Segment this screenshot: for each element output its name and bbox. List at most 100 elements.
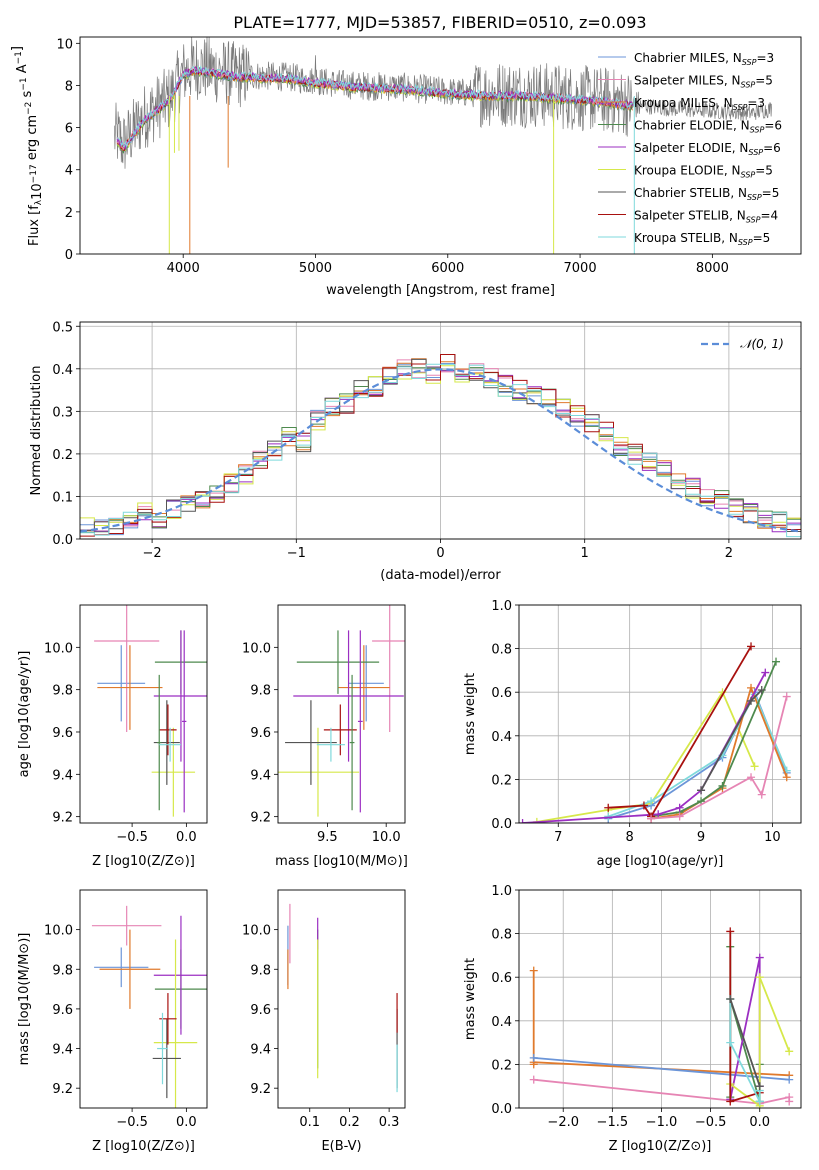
legend-label: Chabrier MILES, NSSP=3 (634, 51, 774, 67)
mass-vs-EBV-frame (277, 889, 406, 1109)
y-tick-label: 9.6 (52, 726, 73, 741)
mass-weight-marker (726, 1097, 735, 1106)
legend-label: Kroupa STELIB, NSSP=5 (634, 231, 770, 247)
mass-weight-marker (750, 762, 759, 771)
x-tick-label: 1 (581, 546, 589, 561)
y-tick-label: 9.8 (52, 963, 73, 978)
x-axis-label: mass [log10(M/M⊙)] (275, 854, 408, 869)
mass-weight-marker (604, 803, 613, 812)
y-tick-label: 10.0 (44, 641, 73, 656)
massweight-vs-Z-plot-area (529, 927, 794, 1108)
mass-weight-marker (755, 1082, 764, 1091)
x-tick-label: 0 (436, 546, 444, 561)
y-tick-label: 0.1 (52, 490, 73, 505)
legend-label: Chabrier ELODIE, NSSP=6 (634, 119, 782, 135)
y-axis-label: Normed distribution (29, 366, 44, 496)
y-tick-label: 0.4 (491, 730, 512, 745)
x-tick-label: −0.5 (695, 1115, 727, 1130)
mass-weight-marker (529, 1075, 538, 1084)
x-tick-label: 10 (764, 830, 781, 845)
x-tick-label: 6000 (431, 261, 464, 276)
x-tick-label: −1 (287, 546, 306, 561)
y-axis-label: Flux [fλ10−17 erg cm−2 s−1 A−1] (10, 46, 45, 246)
y-tick-label: 0.3 (52, 405, 73, 420)
x-tick-label: −1.0 (646, 1115, 678, 1130)
x-axis-label: Z [log10(Z/Z⊙)] (92, 1139, 195, 1154)
mass-vs-Z-axes: −0.5 0.0 9.2 9.4 9.6 9.8 10.0 Z [log10(Z/Z⊙)] ma… (17, 889, 208, 1154)
mass-weight-marker (647, 797, 656, 806)
mass-vs-EBV-axes: 0.1 0.2 0.3 9.2 9.4 9.6 9.8 10.0 E(B-V) (242, 889, 406, 1154)
y-tick-label: 9.2 (250, 1082, 271, 1097)
mass-weight-marker (726, 927, 735, 936)
y-axis-label: mass [log10(M/M⊙)] (17, 933, 32, 1066)
age-vs-Z-axes: −0.5 0.0 9.2 9.4 9.6 9.8 10.0 Z [log10(Z/Z⊙)] ag… (17, 604, 208, 869)
mass-weight-line (650, 685, 788, 820)
mass-weight-line (729, 999, 761, 1102)
spectrum-axes: 4000 5000 6000 7000 8000 0 2 4 6 8 10 wavelength [A… (10, 36, 802, 298)
mass-weight-line (607, 692, 788, 818)
x-tick-label: 0.2 (339, 1115, 360, 1130)
legend-label: Kroupa ELODIE, NSSP=5 (634, 164, 773, 180)
mass-weight-marker (639, 801, 648, 810)
mass-weight-marker (785, 1097, 794, 1106)
residual-histogram-step (80, 363, 801, 538)
y-tick-label: 1.0 (491, 884, 512, 899)
massweight-vs-Z-axes: −2.0 −1.5 −1.0 −0.5 0.0 0.0 0.2 0.4 0.6 0.8 1.0 Z [… (463, 884, 802, 1154)
y-tick-label: 0.2 (491, 773, 512, 788)
massweight-vs-age-frame (518, 604, 802, 824)
mass-weight-marker (718, 781, 727, 790)
mass-weight-marker (726, 995, 735, 1003)
gaussian-curve (80, 368, 801, 533)
y-tick-label: 0.4 (491, 1015, 512, 1030)
spectrum-plot-area (114, 37, 772, 254)
figure-title: PLATE=1777, MJD=53857, FIBERID=0510, z=0… (233, 13, 646, 32)
y-tick-label: 9.4 (52, 768, 73, 783)
y-tick-label: 0.8 (491, 928, 512, 943)
x-tick-label: 0.1 (299, 1115, 320, 1130)
mass-weight-marker (529, 1053, 538, 1062)
y-tick-label: 0.2 (52, 448, 73, 463)
x-tick-label: 0.3 (379, 1115, 400, 1130)
legend-label: Salpeter MILES, NSSP=5 (634, 74, 773, 90)
age-vs-mass-plot-area (278, 605, 405, 817)
mass-weight-marker (519, 819, 527, 823)
age-vs-Z-plot-area (94, 605, 207, 817)
mass-weight-marker (747, 683, 756, 692)
x-tick-label: 8000 (696, 261, 729, 276)
y-tick-label: 9.8 (250, 684, 271, 699)
mass-weight-line (522, 672, 767, 823)
massweight-vs-Z-frame (518, 889, 802, 1109)
mass-weight-marker (529, 966, 538, 975)
x-tick-label: 5000 (299, 261, 332, 276)
x-tick-label: 7000 (564, 261, 597, 276)
y-tick-label: 9.2 (52, 811, 73, 826)
x-tick-label: 8 (626, 830, 634, 845)
y-tick-label: 0.0 (491, 1102, 512, 1117)
mass-weight-marker (755, 1097, 764, 1106)
y-tick-label: 9.4 (250, 1043, 271, 1058)
mass-weight-marker (755, 953, 764, 962)
mass-weight-marker (647, 814, 656, 823)
mass-weight-marker (747, 642, 756, 651)
mass-weight-marker (755, 973, 764, 982)
y-tick-label: 0.5 (52, 320, 73, 335)
mass-weight-marker (785, 1075, 794, 1084)
x-tick-label: −0.5 (116, 1115, 148, 1130)
mass-weight-line (729, 976, 791, 1108)
x-axis-label: (data-model)/error (380, 568, 501, 583)
y-tick-label: 0.6 (491, 971, 512, 986)
y-tick-label: 9.6 (52, 1003, 73, 1018)
x-tick-label: −2.0 (547, 1115, 579, 1130)
y-tick-label: 2 (65, 206, 73, 221)
y-tick-label: 9.4 (52, 1043, 73, 1058)
spectrum-legend: Chabrier MILES, NSSP=3 Salpeter MILES, NS… (598, 51, 782, 247)
y-tick-label: 9.2 (52, 1082, 73, 1097)
y-tick-label: 0 (65, 248, 73, 263)
mass-weight-marker (726, 1038, 735, 1047)
x-tick-label: −0.5 (116, 830, 148, 845)
observed-spectrum-line (114, 37, 772, 169)
y-axis-label: mass weight (463, 673, 478, 755)
x-tick-label: 7 (554, 830, 562, 845)
mass-weight-marker (675, 803, 684, 812)
y-tick-label: 6 (65, 122, 73, 137)
